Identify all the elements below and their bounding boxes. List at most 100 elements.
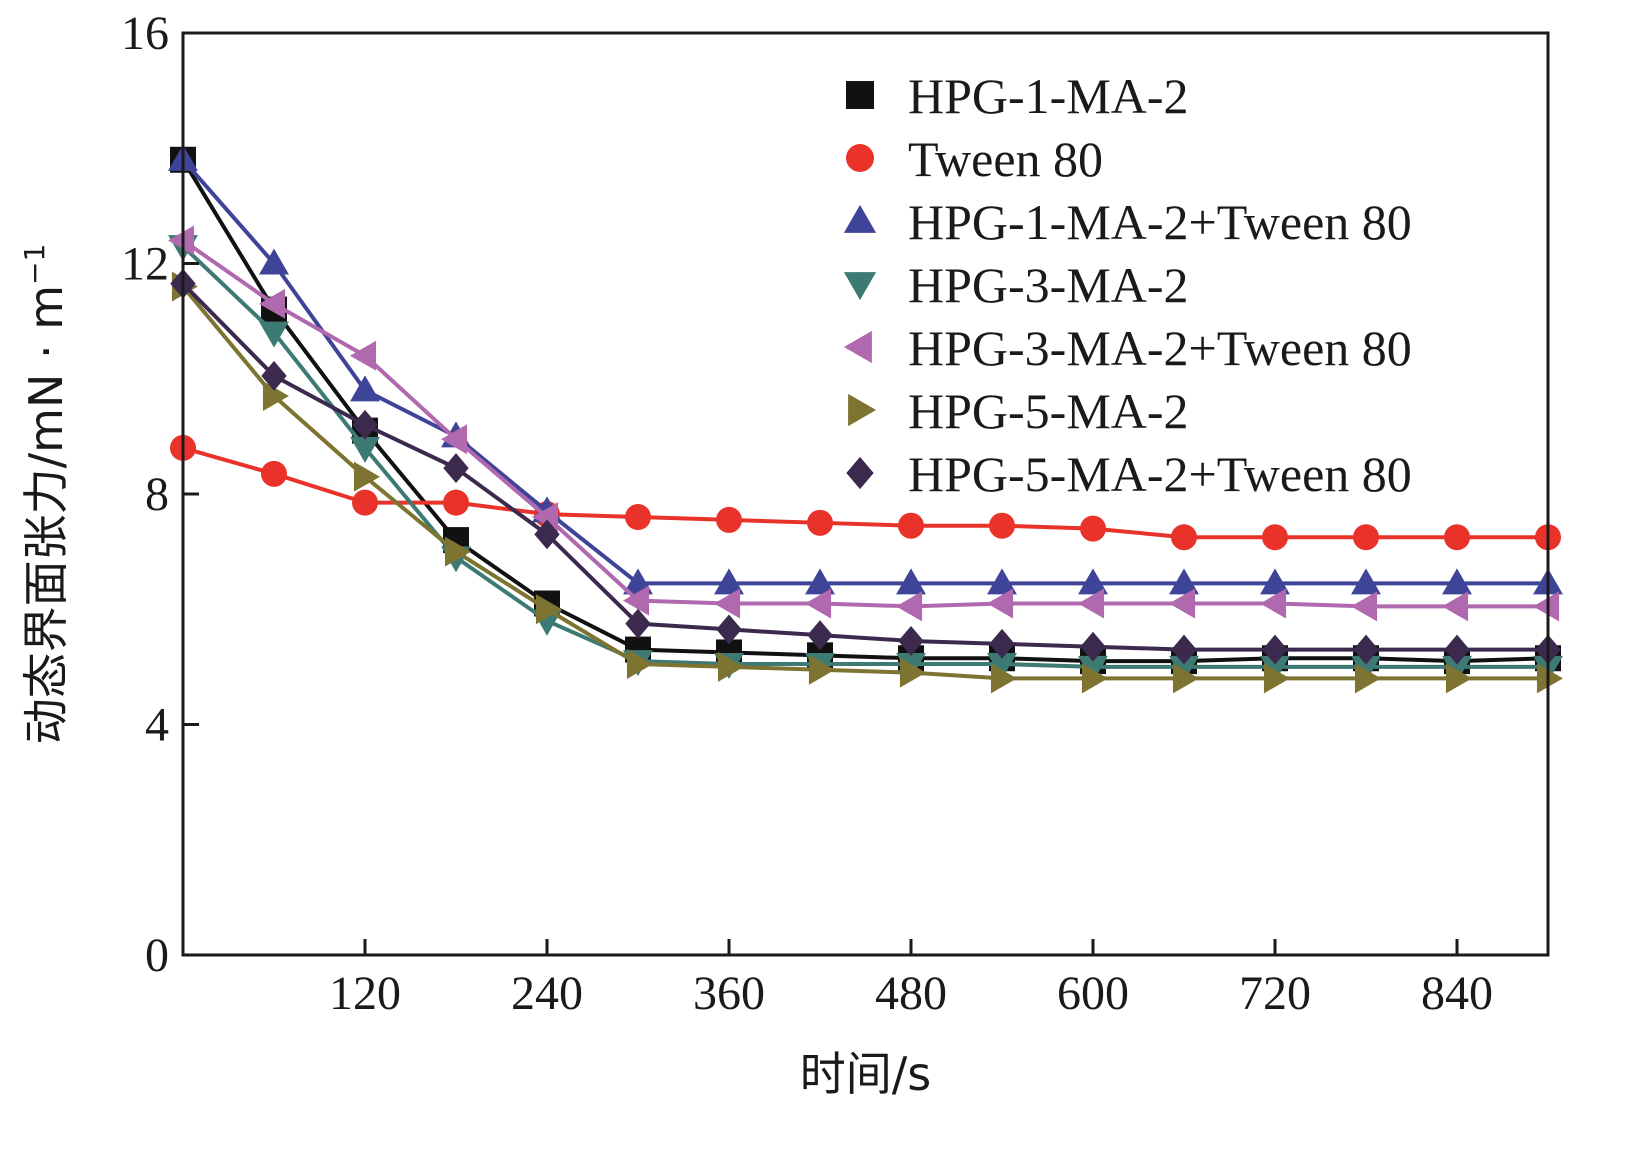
data-point bbox=[1262, 524, 1288, 551]
y-axis-title-group: 动态界面张力/mN · m−1 bbox=[18, 244, 73, 745]
data-point bbox=[443, 489, 469, 516]
data-point bbox=[1260, 588, 1287, 619]
data-point bbox=[259, 288, 286, 319]
legend-entry: HPG-5-MA-2 bbox=[848, 383, 1189, 439]
x-tick-label: 360 bbox=[693, 967, 765, 1020]
data-point bbox=[350, 375, 380, 402]
data-point bbox=[1445, 663, 1472, 694]
y-tick-label: 16 bbox=[121, 7, 169, 60]
data-point bbox=[714, 588, 741, 619]
legend-entry: HPG-5-MA-2+Tween 80 bbox=[846, 446, 1412, 502]
data-point bbox=[443, 453, 469, 484]
legend-entry: HPG-3-MA-2+Tween 80 bbox=[843, 320, 1412, 376]
data-point bbox=[1080, 515, 1106, 542]
x-tick-label: 120 bbox=[329, 967, 401, 1020]
legend-marker bbox=[846, 81, 874, 109]
data-point bbox=[1081, 663, 1108, 694]
y-axis-title-main: 动态界面张力/mN · m bbox=[19, 285, 73, 744]
x-tick-label: 720 bbox=[1239, 967, 1311, 1020]
data-point bbox=[989, 628, 1015, 659]
data-point bbox=[1353, 524, 1379, 551]
data-point bbox=[532, 502, 559, 532]
data-point bbox=[1354, 663, 1381, 694]
legend-marker bbox=[843, 330, 872, 364]
series-triangle-right bbox=[171, 271, 1563, 694]
series-line bbox=[181, 238, 1548, 609]
data-point bbox=[1260, 568, 1290, 595]
data-point bbox=[353, 461, 380, 492]
data-point bbox=[807, 620, 833, 651]
data-point bbox=[259, 321, 289, 348]
data-point bbox=[1444, 634, 1470, 665]
series-line bbox=[181, 244, 1548, 669]
data-point bbox=[1171, 634, 1197, 665]
data-point bbox=[625, 608, 651, 639]
data-point bbox=[1444, 524, 1470, 551]
data-point bbox=[1078, 588, 1105, 619]
y-tick-label: 0 bbox=[145, 929, 169, 982]
legend-marker bbox=[846, 144, 874, 172]
data-point bbox=[714, 568, 744, 595]
data-point bbox=[1442, 568, 1472, 595]
legend-label: HPG-5-MA-2+Tween 80 bbox=[908, 446, 1412, 502]
data-point bbox=[1078, 655, 1108, 682]
series-triangle-left bbox=[168, 225, 1560, 622]
data-point bbox=[1351, 655, 1381, 682]
legend-entry: HPG-1-MA-2+Tween 80 bbox=[843, 194, 1412, 250]
x-tick-label: 840 bbox=[1421, 967, 1493, 1020]
data-point bbox=[626, 649, 653, 679]
data-point bbox=[989, 512, 1015, 539]
axis-ticks: 0 4 8 12 16 120 240 360 480 600 720 840 bbox=[121, 7, 1493, 1020]
legend-label: HPG-1-MA-2 bbox=[908, 68, 1189, 124]
legend: HPG-1-MA-2 Tween 80 HPG-1-MA-2+Tween 80 HPG… bbox=[843, 68, 1412, 502]
legend-label: HPG-1-MA-2+Tween 80 bbox=[908, 194, 1412, 250]
legend-label: Tween 80 bbox=[908, 131, 1103, 187]
legend-marker bbox=[848, 393, 877, 427]
legend-entry: HPG-1-MA-2 bbox=[846, 68, 1189, 124]
legend-marker bbox=[846, 456, 874, 490]
series-line bbox=[181, 158, 1548, 586]
data-point bbox=[1080, 631, 1106, 662]
data-point bbox=[1262, 634, 1288, 665]
legend-entry: Tween 80 bbox=[846, 131, 1103, 187]
data-point bbox=[1263, 663, 1290, 694]
legend-label: HPG-3-MA-2 bbox=[908, 257, 1189, 313]
x-tick-label: 480 bbox=[875, 967, 947, 1020]
y-axis-title-exponent: −1 bbox=[18, 244, 51, 285]
data-point bbox=[1351, 568, 1381, 595]
y-tick-label: 8 bbox=[145, 468, 169, 521]
data-point bbox=[990, 663, 1017, 694]
x-tick-label: 600 bbox=[1057, 967, 1129, 1020]
data-point bbox=[716, 614, 742, 645]
data-point bbox=[807, 509, 833, 536]
series-line bbox=[181, 285, 1548, 681]
data-point bbox=[535, 594, 562, 625]
y-tick-label: 12 bbox=[121, 238, 169, 291]
data-point bbox=[441, 424, 468, 455]
legend-marker bbox=[843, 204, 877, 233]
data-point bbox=[1533, 591, 1560, 622]
data-point bbox=[1169, 588, 1196, 619]
legend-label: HPG-5-MA-2 bbox=[908, 383, 1189, 439]
data-point bbox=[808, 654, 835, 685]
data-point bbox=[261, 360, 287, 391]
data-point bbox=[1536, 663, 1563, 694]
series-line bbox=[181, 282, 1548, 652]
data-point bbox=[716, 506, 742, 533]
data-point bbox=[1171, 524, 1197, 551]
data-point bbox=[898, 625, 924, 656]
legend-label: HPG-3-MA-2+Tween 80 bbox=[908, 320, 1412, 376]
data-point bbox=[1172, 663, 1199, 694]
data-point bbox=[444, 536, 471, 567]
data-point bbox=[350, 436, 380, 463]
data-point bbox=[625, 504, 651, 531]
data-point bbox=[1442, 655, 1472, 682]
data-point bbox=[350, 340, 377, 371]
data-point bbox=[1353, 634, 1379, 665]
data-point bbox=[899, 657, 926, 688]
data-point bbox=[1078, 568, 1108, 595]
data-point bbox=[1169, 568, 1199, 595]
data-point bbox=[717, 651, 744, 682]
x-axis-title: 时间/s bbox=[800, 1047, 931, 1101]
